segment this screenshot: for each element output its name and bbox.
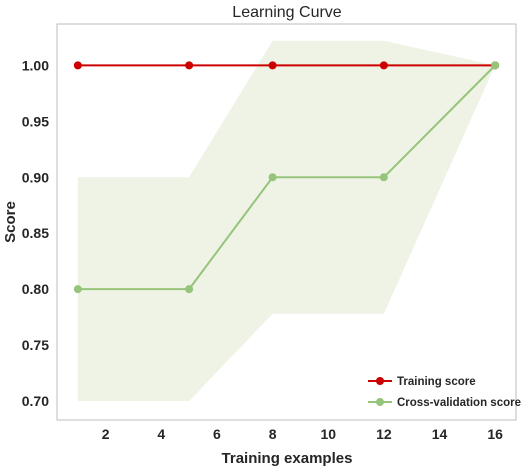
- x-tick-label-4: 10: [320, 426, 336, 442]
- point-series-1-2: [269, 173, 277, 181]
- y-axis-label: Score: [2, 201, 19, 243]
- y-tick-label-1: 0.75: [22, 337, 49, 353]
- y-axis-ticks: 0.70 0.75 0.80 0.85 0.90 0.95 1.00: [22, 57, 49, 409]
- point-series-1-1: [185, 285, 193, 293]
- x-tick-label-6: 14: [432, 426, 448, 442]
- x-tick-label-2: 6: [213, 426, 221, 442]
- y-tick-label-5: 0.95: [22, 113, 49, 129]
- point-series-1-3: [380, 173, 388, 181]
- y-tick-label-6: 1.00: [22, 57, 49, 73]
- legend-marker-0: [376, 377, 384, 385]
- y-tick-label-4: 0.90: [22, 169, 49, 185]
- point-series-0-0: [74, 61, 82, 69]
- x-tick-label-0: 2: [102, 426, 110, 442]
- x-tick-label-1: 4: [157, 426, 165, 442]
- chart-title: Learning Curve: [232, 4, 342, 21]
- point-series-0-3: [380, 61, 388, 69]
- y-tick-label-0: 0.70: [22, 393, 49, 409]
- point-series-1-0: [74, 285, 82, 293]
- x-axis-label: Training examples: [222, 450, 353, 467]
- legend-label-1: Cross-validation score: [397, 397, 521, 409]
- point-series-0-1: [185, 61, 193, 69]
- x-axis-ticks: 2 4 6 8 10 12 14 16: [102, 426, 503, 442]
- point-series-0-2: [269, 61, 277, 69]
- legend-marker-1: [376, 398, 384, 406]
- point-series-1-4: [491, 61, 499, 69]
- x-tick-label-7: 16: [487, 426, 503, 442]
- legend-label-0: Training score: [397, 376, 476, 388]
- y-tick-label-2: 0.80: [22, 281, 49, 297]
- y-tick-label-3: 0.85: [22, 225, 49, 241]
- x-tick-label-5: 12: [376, 426, 392, 442]
- x-tick-label-3: 8: [269, 426, 277, 442]
